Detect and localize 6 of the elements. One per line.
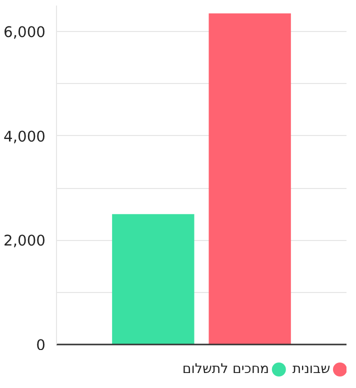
y-tick-label: 0 — [36, 337, 46, 354]
y-tick-label: 4,000 — [4, 128, 46, 146]
y-tick-label: 6,000 — [4, 24, 46, 42]
y-tick-label: 2,000 — [4, 232, 46, 250]
legend-label: מחכים לתשלום — [182, 362, 270, 377]
legend-label: שבונית — [292, 362, 330, 377]
